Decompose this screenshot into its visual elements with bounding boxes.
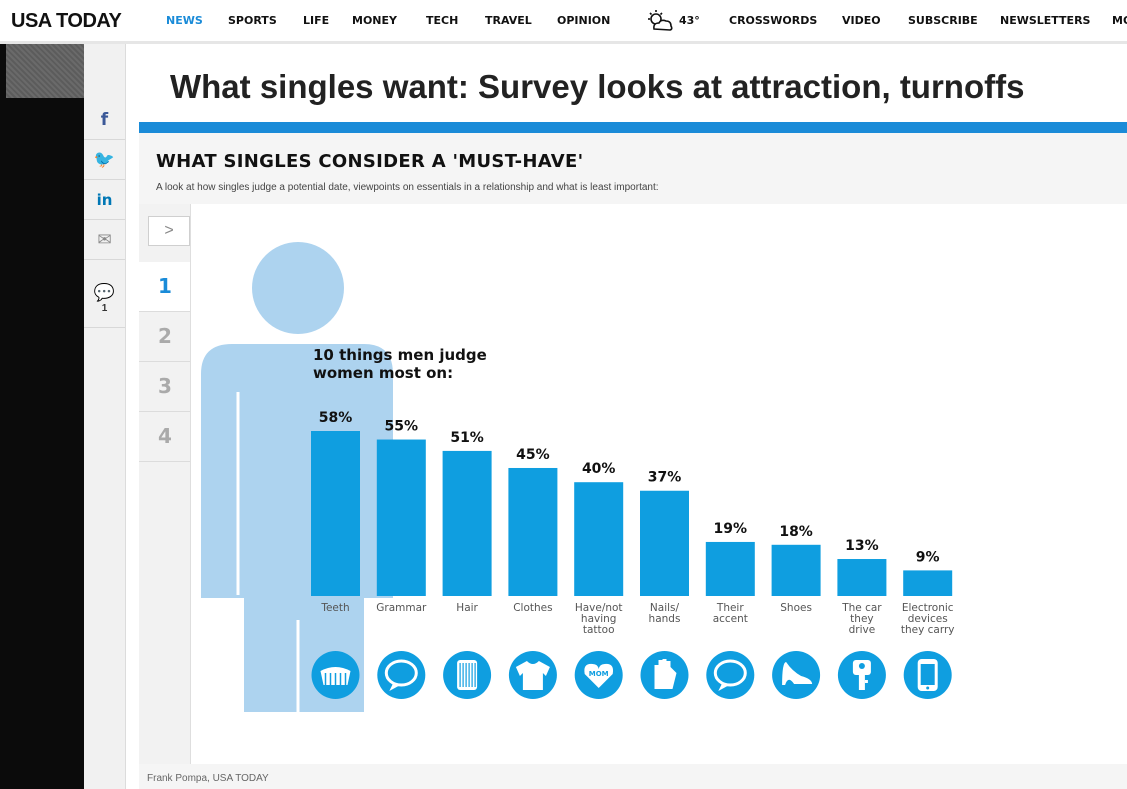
email-share-button[interactable]: ✉ bbox=[84, 220, 125, 260]
linkedin-icon: in bbox=[96, 190, 113, 209]
facebook-icon: f bbox=[100, 109, 109, 130]
graphic-subtitle: A look at how singles judge a potential … bbox=[156, 182, 659, 193]
twitter-icon: 🐦 bbox=[93, 149, 116, 170]
nav-item-sports[interactable]: SPORTS bbox=[228, 14, 277, 27]
bar-3 bbox=[508, 467, 558, 596]
category-label: Clothes bbox=[513, 602, 552, 614]
step-1-tab[interactable]: 1 bbox=[139, 262, 190, 312]
category-label: Shoes bbox=[780, 602, 812, 614]
graphic-title: WHAT SINGLES CONSIDER A 'MUST-HAVE' bbox=[156, 151, 584, 172]
twitter-share-button[interactable]: 🐦 bbox=[84, 140, 125, 180]
site-logo[interactable]: USA TODAY bbox=[11, 10, 122, 32]
bar-value-label: 18% bbox=[779, 524, 813, 540]
bar-0 bbox=[311, 431, 360, 596]
linkedin-share-button[interactable]: in bbox=[84, 180, 125, 220]
nav-item-travel[interactable]: TRAVEL bbox=[485, 14, 532, 27]
bar-chart: 10 things men judge women most on: 58% Teet… bbox=[201, 242, 955, 712]
bar-value-label: 19% bbox=[714, 521, 748, 537]
graphic-top-bar bbox=[139, 122, 1127, 133]
bar-6 bbox=[705, 541, 755, 596]
page-title: What singles want: Survey looks at attra… bbox=[170, 68, 1025, 105]
share-sidebar: f 🐦 in ✉ 💬 1 bbox=[84, 44, 126, 789]
bar-value-label: 45% bbox=[516, 447, 550, 463]
step-2-tab[interactable]: 2 bbox=[139, 312, 190, 362]
bar-value-label: 55% bbox=[385, 419, 419, 435]
nav-item-subscribe[interactable]: SUBSCRIBE bbox=[908, 14, 978, 27]
nav-item-crosswords[interactable]: CROSSWORDS bbox=[729, 14, 818, 27]
phone-icon bbox=[903, 651, 952, 699]
step-4-tab[interactable]: 4 bbox=[139, 412, 190, 462]
bar-1 bbox=[376, 439, 426, 596]
graphic-credit: Frank Pompa, USA TODAY bbox=[147, 773, 269, 784]
nav-item-43[interactable]: 43° bbox=[679, 14, 700, 27]
chart-heading: 10 things men judge women most on: bbox=[313, 346, 487, 382]
bar-value-label: 37% bbox=[648, 470, 682, 486]
category-label: Their accent bbox=[713, 602, 748, 625]
nav-item-opinion[interactable]: OPINION bbox=[557, 14, 611, 27]
high-heel-icon bbox=[772, 651, 821, 699]
facebook-share-button[interactable]: f bbox=[84, 100, 125, 140]
nav-item-video[interactable]: VIDEO bbox=[842, 14, 881, 27]
category-label: The car they drive bbox=[841, 602, 882, 636]
nav-item-news[interactable]: NEWS bbox=[166, 14, 203, 27]
speech-bubble-icon bbox=[706, 651, 755, 699]
category-label: Have/not having tattoo bbox=[575, 602, 623, 636]
speech-bubble-icon bbox=[377, 651, 426, 699]
top-nav: USA TODAY NEWS SPORTS LIFE MONEY TECH TRAVEL O… bbox=[0, 0, 1127, 44]
nav-item-tech[interactable]: TECH bbox=[426, 14, 459, 27]
mom-tattoo-icon: MOM bbox=[574, 651, 623, 699]
bar-9 bbox=[903, 570, 953, 596]
bar-5 bbox=[640, 490, 689, 596]
category-label: Hair bbox=[456, 602, 478, 614]
bar-value-label: 9% bbox=[916, 549, 940, 565]
left-gutter bbox=[0, 44, 84, 789]
email-icon: ✉ bbox=[97, 229, 112, 250]
bar-value-label: 13% bbox=[845, 538, 879, 554]
nav-item-life[interactable]: LIFE bbox=[303, 14, 330, 27]
nav-item-newsletters[interactable]: NEWSLETTERS bbox=[1000, 14, 1091, 27]
mom-tattoo-text: MOM bbox=[589, 670, 609, 678]
partly-cloudy-icon bbox=[648, 10, 673, 31]
bar-value-label: 40% bbox=[582, 461, 616, 477]
comb-icon bbox=[443, 651, 492, 699]
comment-icon: 💬 bbox=[93, 283, 116, 303]
bar-2 bbox=[442, 450, 492, 596]
category-label: Nails/hands bbox=[649, 602, 681, 625]
nav-item-money[interactable]: MONEY bbox=[352, 14, 397, 27]
category-label: Teeth bbox=[320, 602, 349, 614]
silhouette-head bbox=[252, 242, 344, 334]
shirt-icon bbox=[508, 651, 557, 699]
person-silhouette bbox=[201, 242, 393, 712]
car-key-icon bbox=[837, 651, 886, 699]
bar-value-label: 58% bbox=[319, 410, 353, 426]
comment-share-button[interactable]: 💬 1 bbox=[84, 270, 125, 328]
graphic-panel: 10 things men judge women most on: 58% Teet… bbox=[139, 204, 1127, 764]
thumbnail-image[interactable] bbox=[6, 44, 84, 98]
next-button[interactable]: > bbox=[148, 216, 190, 246]
bar-value-label: 51% bbox=[450, 430, 484, 446]
category-label: Grammar bbox=[376, 602, 427, 614]
bar-8 bbox=[837, 559, 887, 596]
step-3-tab[interactable]: 3 bbox=[139, 362, 190, 412]
hand-icon bbox=[640, 651, 689, 699]
bar-4 bbox=[574, 482, 624, 596]
bar-7 bbox=[771, 544, 821, 596]
comment-count: 1 bbox=[101, 303, 108, 314]
teeth-icon bbox=[311, 651, 360, 699]
nav-item-mo[interactable]: MO bbox=[1112, 14, 1127, 27]
category-label: Electronic devices they carry bbox=[901, 602, 955, 636]
